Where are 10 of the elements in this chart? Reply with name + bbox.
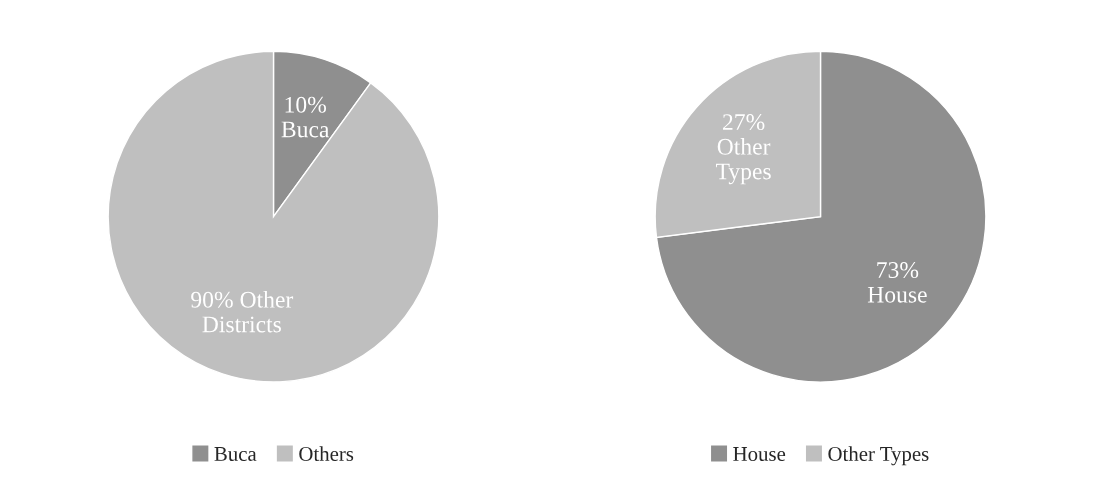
data-label: 90% Other Districts [191, 291, 294, 333]
legend-label: Others [299, 446, 354, 461]
data-label: 10% Buca [281, 96, 330, 138]
data-label: 27% Other Types [716, 114, 771, 185]
legend-label: Buca [214, 447, 257, 461]
pie-slice [107, 50, 440, 383]
legend-label: Other Types [828, 446, 929, 466]
legend-label: House [733, 447, 786, 461]
data-label: 73% House [867, 262, 927, 303]
pie-slice [655, 50, 987, 383]
